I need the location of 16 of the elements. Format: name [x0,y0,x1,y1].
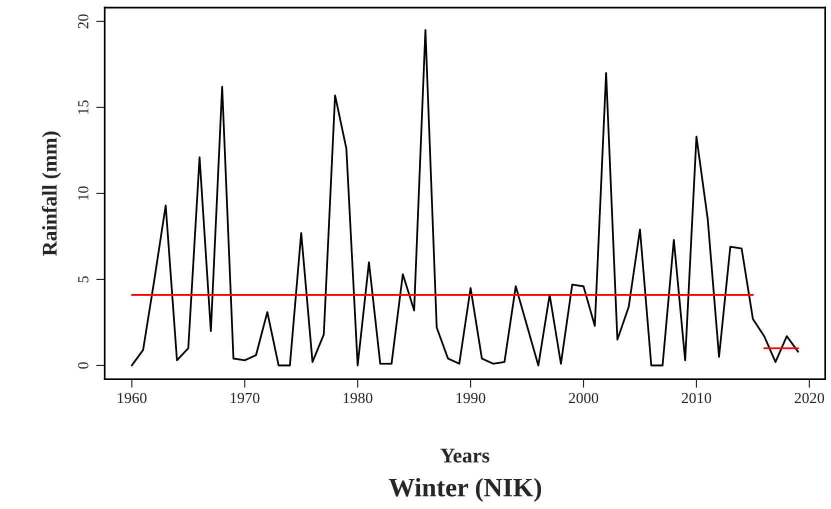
x-tick-label: 2010 [682,392,712,404]
y-tick-label: 5 [78,276,88,282]
x-tick-label: 1970 [230,392,260,404]
x-tick-label: 2020 [794,392,824,404]
x-tick-label: 1960 [118,392,147,404]
y-axis-title: Rainfall (mm) [42,132,61,256]
x-tick-label: 1990 [456,392,486,404]
text: Winter (NIK) [388,478,542,502]
y-tick-label: 15 [78,100,88,114]
x-axis-title: Years [440,448,490,463]
y-tick-label: 10 [78,186,88,200]
x-tick-label: 2000 [568,392,598,404]
y-tick-label: 20 [78,14,88,28]
y-tick-label: 0 [78,362,88,369]
x-tick-label: 1980 [344,392,372,404]
line-series [130,29,799,366]
